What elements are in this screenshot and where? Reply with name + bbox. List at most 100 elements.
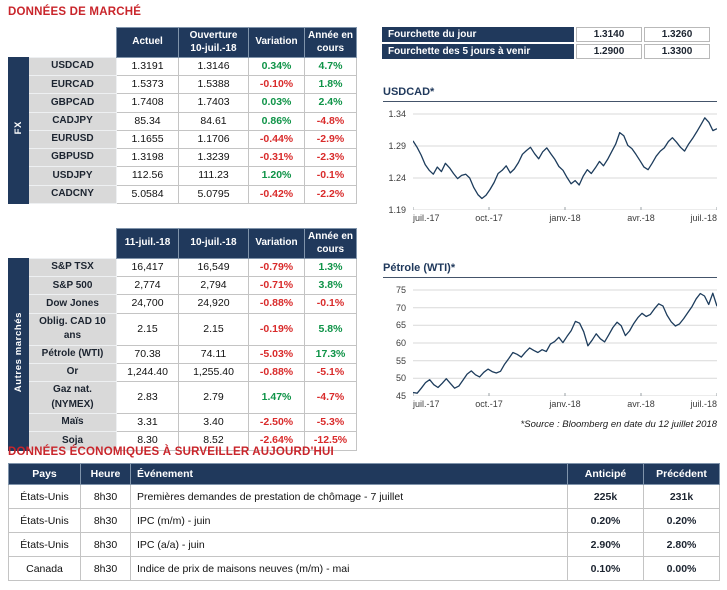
variation: -0.44% bbox=[248, 129, 305, 150]
value-current: 8.30 bbox=[116, 431, 179, 451]
economic-data-title: DONNÉES ÉCONOMIQUES À SURVEILLER AUJOURD… bbox=[8, 446, 334, 458]
row-label: Oblig. CAD 10 ans bbox=[28, 312, 117, 346]
x-axis-label: avr.-18 bbox=[627, 399, 655, 409]
fx-col-ouverture: Ouverture 10-juil.-18 bbox=[178, 27, 249, 58]
time: 8h30 bbox=[80, 484, 131, 509]
market-data-title: DONNÉES DE MARCHÉ bbox=[8, 6, 142, 18]
variation: -2.50% bbox=[248, 413, 305, 433]
variation: -0.88% bbox=[248, 294, 305, 314]
country: Canada bbox=[8, 556, 81, 581]
row-label: Or bbox=[28, 362, 117, 383]
value-current: 1.3198 bbox=[116, 148, 179, 168]
wti-plot-area: 45 50 55 60 65 70 75 juil.-17 oct.-17 janv.-18 av… bbox=[383, 284, 717, 413]
x-axis-label: juil.-17 bbox=[413, 399, 440, 409]
ytd: -5.1% bbox=[304, 362, 357, 383]
value-open: 84.61 bbox=[178, 111, 249, 131]
variation: 0.03% bbox=[248, 93, 305, 113]
ranges-table: Fourchette du jour 1.3140 1.3260 Fourche… bbox=[380, 25, 712, 61]
y-axis-label: 45 bbox=[395, 391, 406, 401]
time: 8h30 bbox=[80, 556, 131, 581]
x-axis-label: juil.-17 bbox=[413, 213, 440, 223]
anticipated-value: 2.90% bbox=[567, 532, 644, 557]
usdcad-y-axis: 1.19 1.24 1.29 1.34 bbox=[383, 108, 409, 215]
econ-col-pays: Pays bbox=[8, 463, 81, 485]
value-current: 5.0584 bbox=[116, 184, 179, 204]
event-description: Indice de prix de maisons neuves (m/m) -… bbox=[130, 556, 568, 581]
row-label: USDJPY bbox=[28, 166, 117, 186]
fx-header-row: Actuel Ouverture 10-juil.-18 Variation A… bbox=[8, 27, 357, 58]
x-axis-label: avr.-18 bbox=[627, 213, 655, 223]
variation: -0.71% bbox=[248, 276, 305, 296]
value-current: 1.5373 bbox=[116, 75, 179, 95]
markets-table-corner bbox=[8, 228, 117, 259]
value-current: 1.3191 bbox=[116, 56, 179, 77]
ytd: 1.8% bbox=[304, 75, 357, 95]
econ-col-anticipe: Anticipé bbox=[567, 463, 644, 485]
range-day-low: 1.3140 bbox=[576, 27, 642, 42]
value-current: 3.31 bbox=[116, 413, 179, 433]
fx-col-ytd: Année en cours bbox=[304, 27, 357, 58]
wti-y-axis: 45 50 55 60 65 70 75 bbox=[383, 284, 409, 401]
x-axis-label: janv.-18 bbox=[549, 399, 581, 409]
range-day-high: 1.3260 bbox=[644, 27, 710, 42]
markets-col-d2: 10-juil.-18 bbox=[178, 228, 249, 259]
variation: -0.10% bbox=[248, 75, 305, 95]
variation: -0.31% bbox=[248, 148, 305, 168]
row-label: S&P 500 bbox=[28, 276, 117, 296]
time: 8h30 bbox=[80, 508, 131, 533]
value-open: 3.40 bbox=[178, 413, 249, 433]
markets-col-ytd: Année en cours bbox=[304, 228, 357, 259]
ytd: 4.7% bbox=[304, 56, 357, 77]
table-row: Maïs 3.31 3.40 -2.50% -5.3% bbox=[9, 413, 357, 433]
row-label: S&P TSX bbox=[28, 257, 117, 278]
row-label: Pétrole (WTI) bbox=[28, 344, 117, 364]
previous-value: 0.20% bbox=[643, 508, 720, 533]
fx-table: Actuel Ouverture 10-juil.-18 Variation A… bbox=[8, 27, 357, 204]
row-label: EURUSD bbox=[28, 129, 117, 150]
row-label: Dow Jones bbox=[28, 294, 117, 314]
row-label: USDCAD bbox=[28, 56, 117, 77]
fx-col-variation: Variation bbox=[248, 27, 305, 58]
econ-row: États-Unis 8h30 IPC (a/a) - juin 2.90% 2.80% bbox=[8, 532, 720, 557]
value-current: 112.56 bbox=[116, 166, 179, 186]
usdcad-line-svg bbox=[413, 113, 717, 210]
econ-col-precedent: Précédent bbox=[643, 463, 720, 485]
row-label: CADJPY bbox=[28, 111, 117, 131]
variation: -2.64% bbox=[248, 431, 305, 451]
value-current: 2.15 bbox=[116, 312, 179, 346]
table-row: USDJPY 112.56 111.23 1.20% -0.1% bbox=[9, 166, 357, 186]
value-open: 1.3239 bbox=[178, 148, 249, 168]
country: États-Unis bbox=[8, 532, 81, 557]
value-current: 16,417 bbox=[116, 257, 179, 278]
ytd: 3.8% bbox=[304, 276, 357, 296]
usdcad-chart: USDCAD* 1.19 1.24 1.29 1.34 juil.-17 oct.-17… bbox=[383, 86, 717, 227]
variation: -0.42% bbox=[248, 184, 305, 204]
ytd: -2.3% bbox=[304, 148, 357, 168]
y-axis-label: 65 bbox=[395, 320, 406, 331]
table-row: EURUSD 1.1655 1.1706 -0.44% -2.9% bbox=[9, 129, 357, 150]
range-5days-low: 1.2900 bbox=[576, 44, 642, 59]
usdcad-chart-title: USDCAD* bbox=[383, 86, 717, 102]
wti-line-svg bbox=[413, 289, 717, 396]
value-open: 2.15 bbox=[178, 312, 249, 346]
table-row: CADJPY 85.34 84.61 0.86% -4.8% bbox=[9, 111, 357, 131]
time: 8h30 bbox=[80, 532, 131, 557]
y-axis-label: 60 bbox=[395, 338, 406, 348]
value-current: 2,774 bbox=[116, 276, 179, 296]
econ-col-evenement: Événement bbox=[130, 463, 568, 485]
range-5days-high: 1.3300 bbox=[644, 44, 710, 59]
table-row: GBPUSD 1.3198 1.3239 -0.31% -2.3% bbox=[9, 148, 357, 168]
previous-value: 0.00% bbox=[643, 556, 720, 581]
markets-table: 11-juil.-18 10-juil.-18 Variation Année … bbox=[8, 228, 357, 451]
y-axis-label: 1.34 bbox=[388, 109, 406, 119]
table-row: Or 1,244.40 1,255.40 -0.88% -5.1% bbox=[9, 362, 357, 383]
value-current: 1.7408 bbox=[116, 93, 179, 113]
value-open: 1.5388 bbox=[178, 75, 249, 95]
markets-header-row: 11-juil.-18 10-juil.-18 Variation Année … bbox=[8, 228, 357, 259]
econ-row: Canada 8h30 Indice de prix de maisons neuv… bbox=[8, 556, 720, 581]
ytd: -12.5% bbox=[304, 431, 357, 451]
ytd: -2.2% bbox=[304, 184, 357, 204]
event-description: IPC (a/a) - juin bbox=[130, 532, 568, 557]
usdcad-plot-area: 1.19 1.24 1.29 1.34 juil.-17 oct.-17 janv.-18… bbox=[383, 108, 717, 227]
anticipated-value: 0.10% bbox=[567, 556, 644, 581]
